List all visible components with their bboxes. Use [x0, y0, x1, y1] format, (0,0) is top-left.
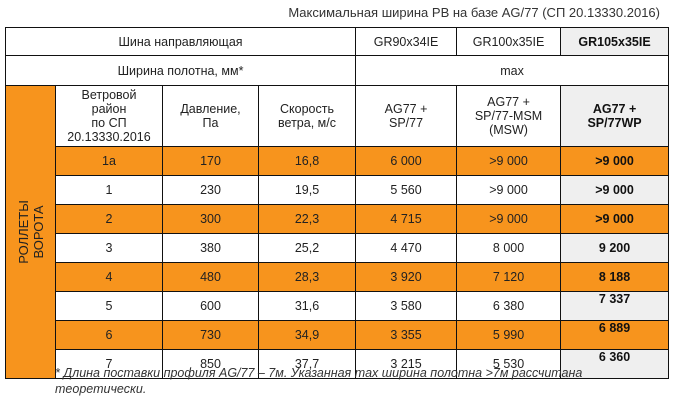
cell-region: 3: [55, 233, 163, 263]
max-width-table: Шина направляющая GR90x34IE GR100x35IE G…: [4, 27, 670, 379]
cell-gr105: 9 200: [560, 233, 670, 263]
cell-speed: 19,5: [257, 175, 357, 205]
footnote: * Длина поставки профиля AG/77 – 7м. Ука…: [55, 366, 583, 396]
cell-speed: 16,8: [257, 146, 357, 176]
cell-pressure: 380: [162, 233, 259, 263]
guide-gr90: GR90x34IE: [355, 27, 458, 56]
cell-region: 1а: [55, 146, 163, 176]
cell-gr105: >9 000: [560, 204, 670, 234]
table-title: Максимальная ширина РВ на базе AG/77 (СП…: [288, 5, 660, 20]
cell-speed: 25,2: [257, 233, 357, 263]
col-profile-sp77wp: AG77 + SP/77WP: [560, 85, 670, 147]
cell-region: 1: [55, 175, 163, 205]
cell-speed: 34,9: [257, 320, 357, 350]
category-label: РОЛЛЕТЫ ВОРОТА: [5, 85, 56, 379]
cell-gr100: >9 000: [456, 175, 562, 205]
cell-pressure: 300: [162, 204, 259, 234]
cell-gr90: 4 470: [355, 233, 458, 263]
cell-region: 2: [55, 204, 163, 234]
guide-gr105: GR105x35IE: [560, 27, 670, 56]
cell-region: 5: [55, 291, 163, 321]
table-row: 1а 170 16,8 6 000 >9 000 >9 000: [6, 146, 670, 176]
table-row: 1 230 19,5 5 560 >9 000 >9 000: [6, 175, 670, 205]
col-region: Ветровой район по СП 20.13330.2016: [55, 85, 163, 147]
cell-gr90: 3 215: [355, 349, 458, 379]
column-header-row: РОЛЛЕТЫ ВОРОТА Ветровой район по СП 20.13330…: [5, 85, 670, 379]
table-row: 2 300 22,3 4 715 >9 000 >9 000: [6, 204, 670, 234]
cell-gr90: 6 000: [355, 146, 458, 176]
cell-pressure: 480: [162, 262, 259, 292]
cell-gr100: 7 120: [456, 262, 562, 292]
cell-gr100: 6 380: [456, 291, 562, 321]
cell-gr105: 6 360: [560, 349, 670, 379]
cell-speed: 22,3: [257, 204, 357, 234]
width-label: Ширина полотна, мм*: [4, 55, 357, 86]
cell-speed: 28,3: [257, 262, 357, 292]
cell-gr100: >9 000: [456, 146, 562, 176]
cell-pressure: 230: [162, 175, 259, 205]
cell-region: 6: [55, 320, 163, 350]
width-header-row: Ширина полотна, мм* max: [4, 55, 670, 86]
guide-header-row: Шина направляющая GR90x34IE GR100x35IE G…: [4, 27, 670, 56]
table-row: 7 850 37,7 3 215 5 530 6 360: [6, 349, 670, 379]
guide-label: Шина направляющая: [4, 27, 357, 56]
cell-gr90: 4 715: [355, 204, 458, 234]
cell-gr90: 3 580: [355, 291, 458, 321]
cell-gr105: 8 188: [560, 262, 670, 292]
cell-pressure: 730: [162, 320, 259, 350]
col-speed: Скорость ветра, м/с: [257, 85, 357, 147]
cell-pressure: 600: [162, 291, 259, 321]
cell-gr105: >9 000: [560, 146, 670, 176]
cell-gr90: 3 355: [355, 320, 458, 350]
guide-gr100: GR100x35IE: [456, 27, 562, 56]
cell-gr105: >9 000: [560, 175, 670, 205]
col-profile-sp77-msm: AG77 + SP/77-MSM (MSW): [456, 85, 562, 147]
cell-gr105: 6 889: [560, 320, 670, 350]
width-value: max: [355, 55, 670, 86]
table-row: 3 380 25,2 4 470 8 000 9 200: [6, 233, 670, 263]
col-profile-sp77: AG77 + SP/77: [355, 85, 458, 147]
table-row: 5 600 31,6 3 580 6 380 7 337: [6, 291, 670, 321]
table-row: 4 480 28,3 3 920 7 120 8 188: [6, 262, 670, 292]
cell-gr100: >9 000: [456, 204, 562, 234]
cell-speed: 31,6: [257, 291, 357, 321]
cell-gr100: 5 990: [456, 320, 562, 350]
cell-speed: 37,7: [257, 349, 357, 379]
cell-gr90: 5 560: [355, 175, 458, 205]
cell-gr100: 8 000: [456, 233, 562, 263]
cell-gr105: 7 337: [560, 291, 670, 321]
cell-region: 7: [55, 349, 163, 379]
cell-gr90: 3 920: [355, 262, 458, 292]
cell-region: 4: [55, 262, 163, 292]
cell-pressure: 170: [162, 146, 259, 176]
table-row: 6 730 34,9 3 355 5 990 6 889: [6, 320, 670, 350]
cell-gr100: 5 530: [456, 349, 562, 379]
col-pressure: Давление, Па: [162, 85, 259, 147]
